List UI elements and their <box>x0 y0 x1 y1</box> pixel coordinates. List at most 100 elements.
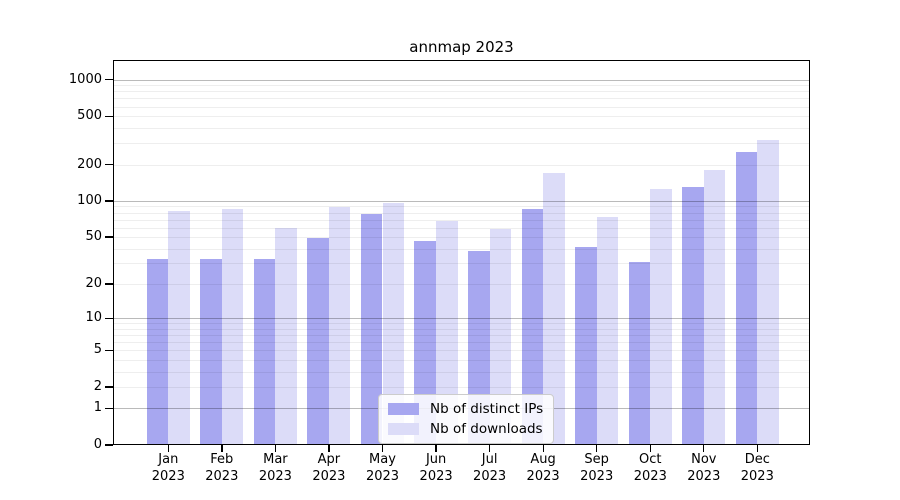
x-tick-month: Nov <box>691 452 717 467</box>
bar-downloads-aug <box>543 173 565 445</box>
y-tick-label-20: 20 <box>85 276 102 291</box>
x-tick-month: Jul <box>481 452 498 467</box>
x-tick-mark-nov <box>703 445 705 452</box>
bar-downloads-oct <box>650 189 672 445</box>
x-tick-month: Dec <box>744 452 770 467</box>
bar-ips-feb <box>200 258 222 445</box>
x-tick-month: Aug <box>530 452 556 467</box>
x-tick-label-jan: Jan 2023 <box>136 452 200 485</box>
y-tick-label-500: 500 <box>77 108 102 124</box>
x-tick-mark-oct <box>649 445 651 452</box>
gridline-minor-90 <box>113 206 810 208</box>
x-tick-mark-may <box>381 445 384 452</box>
x-tick-month: Apr <box>317 452 341 467</box>
gridline-minor-900 <box>113 85 810 87</box>
legend-item-distinct-ips: Nb of distinct IPs <box>388 401 543 417</box>
gridline-minor-6 <box>113 342 810 344</box>
bar-ips-apr <box>307 238 329 445</box>
x-tick-label-sep: Sep 2023 <box>565 452 629 485</box>
x-tick-month: Oct <box>639 452 662 467</box>
x-tick-mark-jan <box>167 445 169 452</box>
x-tick-label-oct: Oct 2023 <box>618 452 682 485</box>
bar-ips-jan <box>146 258 169 445</box>
x-tick-year: 2023 <box>419 468 453 484</box>
bar-downloads-mar <box>275 228 297 445</box>
legend-swatch-icon <box>388 423 419 435</box>
gridline-minor-80 <box>113 212 810 214</box>
legend: Nb of distinct IPs Nb of downloads <box>378 394 555 444</box>
y-tick-label-1000: 1000 <box>68 71 102 87</box>
bar-ips-nov <box>682 186 704 445</box>
y-tick-mark-20 <box>105 283 113 285</box>
bar-ips-aug <box>521 208 544 445</box>
x-tick-month: May <box>369 452 396 467</box>
y-tick-label-1: 1 <box>93 400 102 416</box>
gridline-minor-500 <box>113 116 810 118</box>
plot-area <box>113 60 810 445</box>
bar-ips-sep <box>575 247 597 445</box>
y-tick-mark-1 <box>105 407 113 409</box>
y-tick-label-100: 100 <box>77 192 102 208</box>
x-tick-label-dec: Dec 2023 <box>725 452 789 485</box>
x-tick-label-may: May 2023 <box>351 452 415 485</box>
bar-downloads-may <box>382 202 405 445</box>
gridline-minor-30 <box>113 263 810 265</box>
x-tick-year: 2023 <box>151 468 185 484</box>
legend-label: Nb of downloads <box>430 421 543 437</box>
bar-downloads-jun <box>436 221 458 445</box>
x-tick-year: 2023 <box>312 468 346 484</box>
bar-downloads-nov <box>703 170 726 445</box>
x-tick-label-nov: Nov 2023 <box>672 452 736 485</box>
x-tick-label-aug: Aug 2023 <box>511 452 575 485</box>
x-tick-year: 2023 <box>258 468 292 484</box>
gridline-minor-9 <box>113 323 810 325</box>
y-tick-mark-5 <box>105 349 113 351</box>
x-tick-year: 2023 <box>526 468 560 484</box>
gridline-minor-7 <box>113 335 810 336</box>
x-tick-month: Jan <box>158 452 179 467</box>
gridline-major-1000 <box>113 79 810 81</box>
x-tick-mark-feb <box>221 445 223 452</box>
bar-ips-mar <box>253 258 276 445</box>
gridline-minor-5 <box>113 350 810 352</box>
gridline-major-100 <box>113 200 810 202</box>
gridline-minor-2 <box>113 386 810 388</box>
gridline-minor-60 <box>113 227 810 229</box>
y-tick-mark-0 <box>105 444 113 446</box>
gridline-minor-800 <box>113 91 810 93</box>
x-tick-mark-aug <box>542 445 544 452</box>
x-tick-month: Jun <box>425 452 447 467</box>
legend-label: Nb of distinct IPs <box>430 401 544 417</box>
gridline-minor-3 <box>113 371 810 373</box>
bar-downloads-sep <box>596 217 619 445</box>
x-tick-mark-jul <box>489 445 491 452</box>
gridline-major-10 <box>113 318 810 320</box>
x-tick-year: 2023 <box>687 468 721 484</box>
x-tick-label-mar: Mar 2023 <box>243 452 307 485</box>
x-tick-label-jun: Jun 2023 <box>404 452 468 485</box>
x-tick-label-feb: Feb 2023 <box>190 452 254 485</box>
gridline-minor-8 <box>113 328 810 330</box>
x-tick-month: Mar <box>263 452 288 467</box>
bar-ips-may <box>360 213 383 445</box>
x-tick-year: 2023 <box>633 468 667 484</box>
x-tick-year: 2023 <box>473 468 507 484</box>
y-tick-label-2: 2 <box>93 378 102 394</box>
bar-downloads-jan <box>168 211 190 445</box>
x-tick-mark-apr <box>328 445 330 452</box>
x-tick-year: 2023 <box>205 468 239 484</box>
x-tick-year: 2023 <box>740 468 774 484</box>
legend-item-downloads: Nb of downloads <box>388 421 543 437</box>
y-tick-mark-100 <box>105 200 113 202</box>
x-tick-label-jul: Jul 2023 <box>458 452 522 485</box>
x-tick-mark-sep <box>596 445 598 452</box>
bar-downloads-apr <box>328 207 351 445</box>
x-tick-mark-jun <box>435 445 437 452</box>
gridline-minor-200 <box>113 164 810 166</box>
gridline-minor-300 <box>113 143 810 145</box>
gridline-minor-600 <box>113 106 810 108</box>
y-tick-label-5: 5 <box>93 342 102 358</box>
gridline-minor-50 <box>113 237 810 238</box>
bar-downloads-jul <box>489 229 512 445</box>
